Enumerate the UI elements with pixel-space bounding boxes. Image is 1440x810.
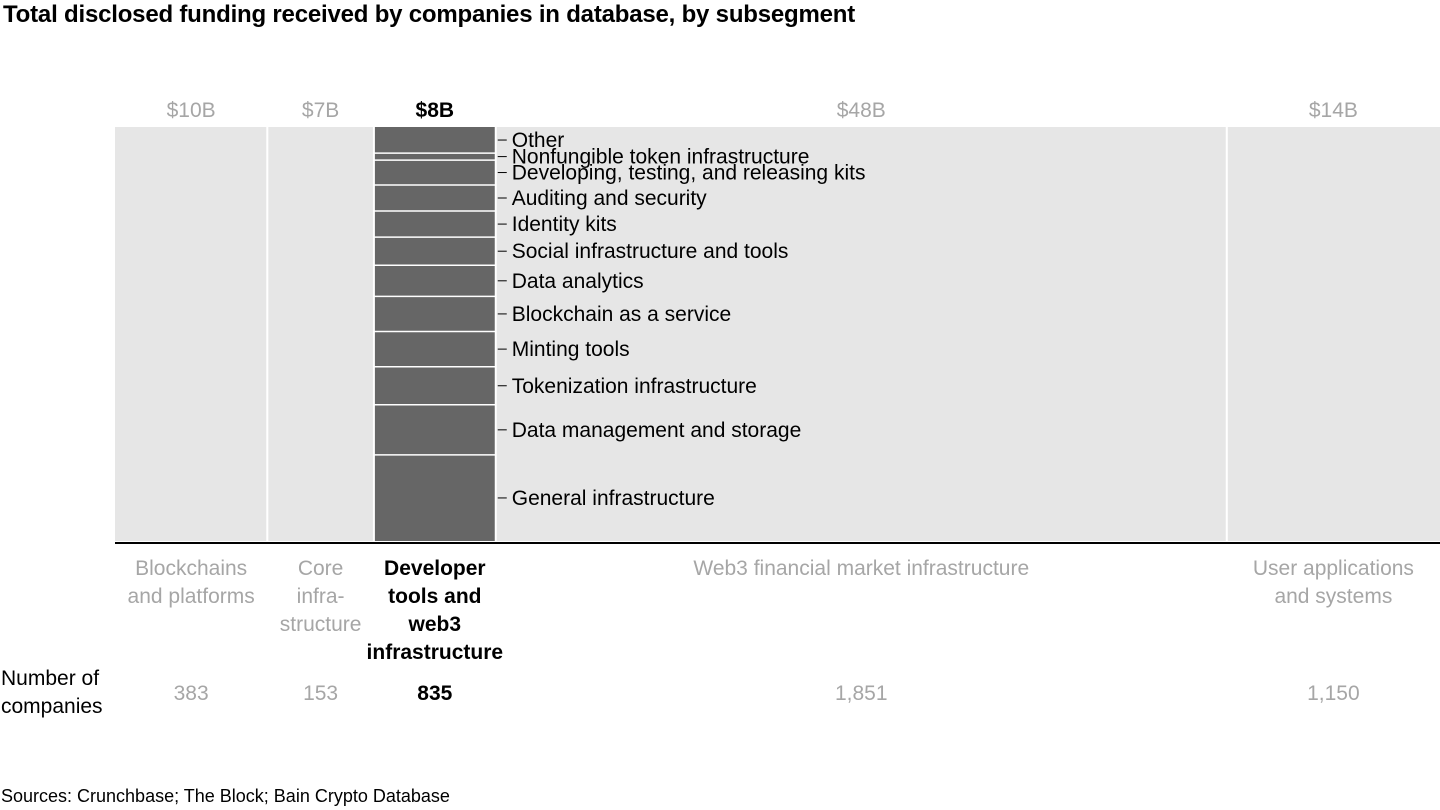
- segment-name-line: tools and: [388, 585, 481, 608]
- segment-name-line: Developer: [384, 557, 486, 580]
- segment-name-line: and platforms: [128, 585, 255, 608]
- number-of-companies-label: Number of companies: [1, 665, 113, 721]
- subsegment-label-7: Blockchain as a service: [512, 303, 731, 326]
- subsegment-label-8: Minting tools: [512, 338, 630, 361]
- subsegment-label-6: Data analytics: [512, 270, 644, 293]
- segment-bar-3: [495, 127, 1227, 541]
- segment-dividers: [266, 127, 1228, 541]
- segment-name-line: infra-: [297, 585, 345, 608]
- funding-label-0: $10B: [167, 99, 216, 122]
- subsegment-label-2: Developing, testing, and releasing kits: [512, 162, 866, 185]
- segment-names: Blockchains and platforms Core infra-struct…: [128, 557, 1414, 664]
- funding-labels: $10B $7B $8B $48B $14B: [167, 99, 1358, 122]
- company-count-3: 1,851: [835, 682, 888, 705]
- segment-name-line: Web3 financial market infrastructure: [693, 557, 1029, 580]
- subsegment-label-0: Other: [512, 129, 565, 152]
- segment-bar-2: [373, 127, 496, 541]
- company-count-0: 383: [174, 682, 209, 705]
- subsegment-label-1: Nonfungible token infrastructure: [512, 146, 810, 169]
- funding-label-4: $14B: [1309, 99, 1358, 122]
- segment-name-line: Core: [298, 557, 344, 580]
- row-label-text: Number of companies: [1, 667, 103, 718]
- subsegment-label-3: Auditing and security: [512, 187, 707, 210]
- subsegment-label-11: General infrastructure: [512, 487, 715, 510]
- source-note: Sources: Crunchbase; The Block; Bain Cry…: [1, 786, 450, 806]
- segment-name-3: Web3 financial market infrastructure: [693, 557, 1029, 580]
- segment-bar-0: [115, 127, 268, 541]
- segment-name-line: User applications: [1253, 557, 1414, 580]
- subsegment-label-4: Identity kits: [512, 213, 617, 236]
- segment-name-0: Blockchains and platforms: [128, 557, 255, 608]
- company-count-2: 835: [417, 682, 452, 705]
- segment-name-line: and systems: [1274, 585, 1392, 608]
- segment-bar-1: [267, 127, 374, 541]
- company-count-1: 153: [303, 682, 338, 705]
- highlight-stack: [373, 152, 496, 456]
- subsegment-label-9: Tokenization infrastructure: [512, 375, 757, 398]
- segment-name-line: structure: [280, 613, 362, 636]
- segment-name-line: infrastructure: [367, 641, 504, 664]
- company-counts: 383 153 835 1,851 1,150: [174, 682, 1360, 705]
- segment-name-line: web3: [408, 613, 462, 636]
- segment-name-line: Blockchains: [135, 557, 247, 580]
- segment-bar-4: [1226, 127, 1440, 541]
- chart-title: Total disclosed funding received by comp…: [3, 1, 856, 28]
- funding-label-1: $7B: [302, 99, 339, 122]
- company-count-4: 1,150: [1307, 682, 1360, 705]
- subsegment-label-5: Social infrastructure and tools: [512, 240, 789, 263]
- funding-label-2: $8B: [416, 99, 455, 122]
- funding-label-3: $48B: [837, 99, 886, 122]
- segment-name-4: User applications and systems: [1253, 557, 1414, 608]
- segment-name-2: Developer tools and web3 infrastructure: [367, 557, 504, 664]
- subsegment-label-10: Data management and storage: [512, 419, 802, 442]
- segment-name-1: Core infra-structure: [280, 557, 362, 636]
- segment-bars: [115, 127, 1440, 541]
